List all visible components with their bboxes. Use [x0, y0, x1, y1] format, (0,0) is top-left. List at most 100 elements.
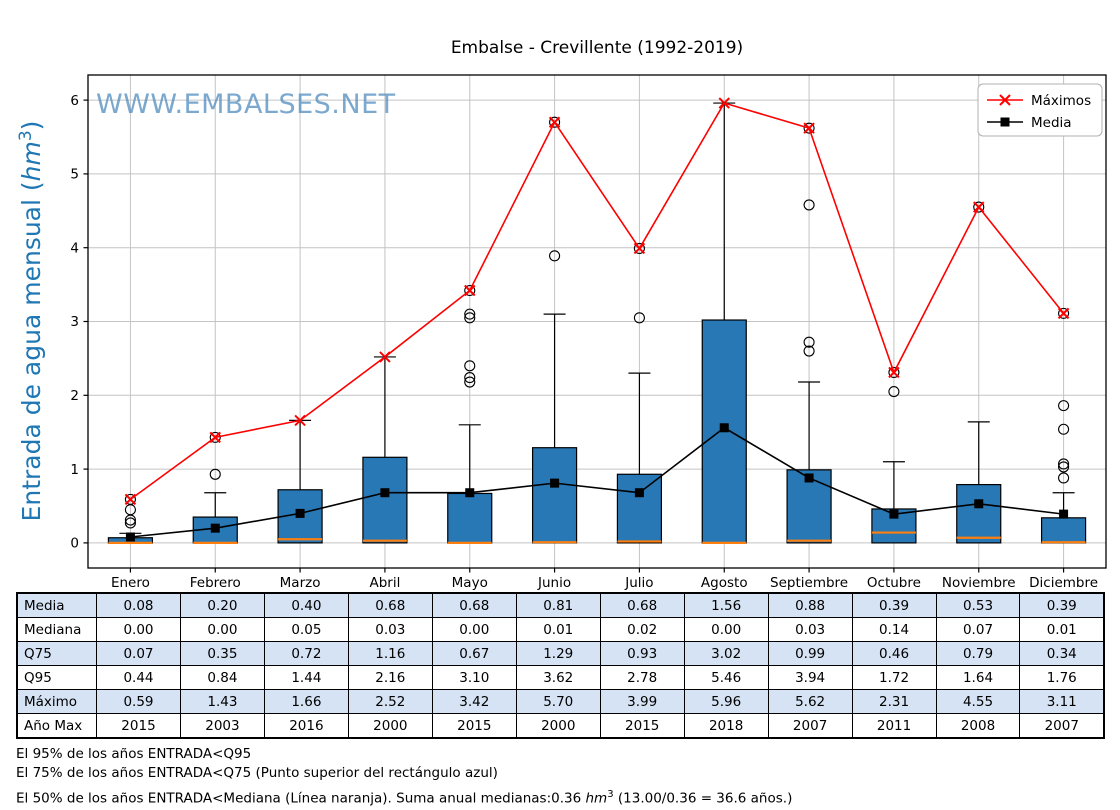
- y-tick-label: 1: [70, 462, 79, 478]
- y-axis-label-exponent: 3: [16, 130, 36, 141]
- marker-x: [294, 414, 306, 427]
- chart-layer: 0 1 2 3 4 5 6 Enero Febrero Marzo Abril Mayo Junio Ju…: [70, 74, 1107, 591]
- table-cell: 0.03: [347, 617, 433, 642]
- footer-note-q95: El 95% de los años ENTRADA<Q95: [16, 746, 252, 762]
- table-cell: 0.07: [935, 617, 1021, 642]
- footer-note-mediana-pre: El 50% de los años ENTRADA<Mediana (Líne…: [16, 790, 586, 807]
- x-tick-label: Febrero: [190, 575, 241, 591]
- marker-x: [464, 284, 476, 297]
- table-cell: 3.02: [683, 641, 769, 666]
- marker-x-stroke: [803, 122, 815, 134]
- table-cell: 1.44: [263, 665, 349, 690]
- table-cell: 4.55: [935, 689, 1021, 714]
- marker-square: [634, 488, 644, 498]
- y-tick-label: 0: [70, 536, 79, 552]
- outlier-point: [973, 201, 985, 213]
- table-cell: 2007: [767, 713, 853, 739]
- legend-marker-x: [999, 94, 1011, 106]
- table-cell: 0.00: [96, 617, 181, 642]
- marker-x-stroke: [209, 431, 221, 444]
- outlier-point: [124, 517, 136, 529]
- outlier-point: [464, 372, 476, 384]
- table-cell: 2015: [599, 713, 685, 739]
- outlier-point: [633, 312, 645, 324]
- marker-x: [548, 116, 561, 128]
- table-cell: 0.35: [179, 641, 265, 666]
- table-row: Mediana 0.00 0.00 0.05 0.03 0.00 0.01 0.02 0.00 0…: [16, 617, 1105, 642]
- table-cell: 2000: [515, 713, 601, 739]
- outlier-point: [803, 122, 815, 134]
- outlier-point: [549, 250, 561, 262]
- marker-x-stroke: [464, 284, 476, 297]
- marker-x-stroke: [548, 116, 561, 128]
- outlier-point: [464, 376, 476, 388]
- table-cell: 0.03: [767, 617, 853, 642]
- boxplot-box: [277, 489, 323, 544]
- table-cell: 2007: [1019, 713, 1105, 739]
- table-cell: 0.53: [935, 592, 1021, 618]
- table-row: Q75 0.07 0.35 0.72 1.16 0.67 1.29 0.93 3.02 0.99 0…: [16, 641, 1105, 666]
- table-cell: 0.00: [179, 617, 265, 642]
- marker-x-stroke: [718, 97, 730, 109]
- table-cell: 0.68: [347, 592, 433, 618]
- outlier-point: [1058, 472, 1070, 484]
- outlier-point: [888, 366, 900, 378]
- table-cell: 0.05: [263, 617, 349, 642]
- table-cell: 0.01: [1019, 617, 1105, 642]
- marker-x: [209, 431, 221, 444]
- stats-table: Media 0.08 0.20 0.40 0.68 0.68 0.81 0.68 1.56 0.8…: [16, 592, 1105, 739]
- table-cell: 0.59: [96, 689, 181, 714]
- table-cell: 2003: [179, 713, 265, 739]
- table-cell: 0.67: [431, 641, 517, 666]
- marker-square: [719, 423, 729, 433]
- marker-x-stroke: [973, 201, 985, 213]
- table-cell: 1.72: [851, 665, 937, 690]
- legend-label-media: Media: [1031, 115, 1072, 131]
- marker-x: [1057, 307, 1070, 320]
- marker-square: [550, 478, 560, 488]
- footer-note-q75: El 75% de los años ENTRADA<Q75 (Punto su…: [16, 764, 498, 781]
- table-row: Media 0.08 0.20 0.40 0.68 0.68 0.81 0.68 1.56 0.8…: [16, 592, 1105, 618]
- table-row: Año Max 2015 2003 2016 2000 2015 2000 2015 2018 2…: [16, 713, 1105, 739]
- marker-x-stroke: [294, 414, 306, 427]
- legend-samples: [987, 94, 1023, 127]
- y-axis-label: Entrada de agua mensual (hm3): [16, 121, 46, 522]
- table-cell: 1.76: [1019, 665, 1105, 690]
- x-tick-label: Enero: [111, 575, 150, 591]
- legend-marker-square: [1000, 117, 1010, 127]
- footer-notes: El 95% de los años ENTRADA<Q95 El 75% de…: [16, 745, 792, 808]
- x-tick-label: Julio: [624, 575, 653, 591]
- table-cell: 2000: [347, 713, 433, 739]
- table-row-label: Año Max: [16, 713, 97, 739]
- outlier-point: [633, 242, 645, 254]
- outlier-point: [464, 308, 476, 320]
- outlier-point: [803, 345, 815, 357]
- marker-x: [803, 122, 815, 134]
- table-cell: 3.99: [599, 689, 685, 714]
- table-cell: 3.94: [767, 665, 853, 690]
- outlier-point: [209, 468, 221, 480]
- table-cell: 0.68: [431, 592, 517, 618]
- table-cell: 5.62: [767, 689, 853, 714]
- marker-x: [888, 366, 900, 379]
- table-cell: 5.70: [515, 689, 601, 714]
- outlier-point: [1058, 461, 1070, 473]
- y-tick-label: 5: [70, 167, 79, 183]
- legend: Máximos Media: [977, 83, 1103, 137]
- table-row-label: Q95: [16, 665, 97, 690]
- watermark-text: WWW.EMBALSES.NET: [96, 89, 396, 120]
- x-tick-label: Abril: [369, 575, 400, 591]
- table-cell: 0.39: [851, 592, 937, 618]
- marker-square: [1059, 509, 1069, 519]
- y-tick-label: 6: [70, 93, 79, 109]
- outlier-point: [888, 386, 900, 398]
- table-cell: 0.39: [1019, 592, 1105, 618]
- series-line-maximos: [129, 102, 1065, 501]
- marker-square: [295, 508, 305, 518]
- table-row-label: Mediana: [16, 617, 97, 642]
- y-axis-label-unit: hm: [17, 141, 46, 181]
- outlier-point: [464, 284, 476, 297]
- outlier-point: [1058, 400, 1070, 412]
- table-row: Q95 0.44 0.84 1.44 2.16 3.10 3.62 2.78 5.46 3.94 1…: [16, 665, 1105, 690]
